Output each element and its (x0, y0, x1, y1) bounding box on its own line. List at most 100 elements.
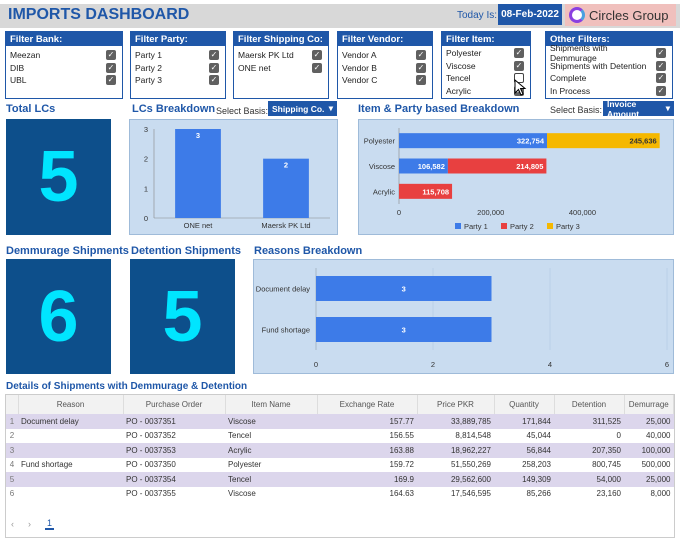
x-tick-label: 0 (314, 360, 318, 369)
checkbox-icon[interactable]: ✓ (656, 60, 666, 71)
checkbox-icon[interactable]: ✓ (656, 73, 666, 84)
filter-option[interactable]: Vendor A ✓ (338, 49, 432, 62)
filter-option[interactable]: UBL ✓ (6, 74, 122, 87)
x-tick-label: 0 (397, 208, 401, 217)
checkbox-icon[interactable]: ✓ (312, 50, 322, 61)
detention-cell: 207,350 (554, 443, 624, 458)
checkbox-icon[interactable]: ✓ (514, 60, 524, 71)
x-tick-label: ONE net (184, 221, 214, 230)
column-header[interactable]: Reason (18, 395, 124, 414)
lcs-breakdown-chart: 0 1 2 3 3 ONE net 2 Maersk PK Ltd (129, 119, 338, 235)
checkbox-icon[interactable]: ✓ (416, 50, 426, 61)
lcs-basis-value: Shipping Co. (272, 103, 325, 114)
filter-option[interactable]: Shipments with Demmurage ✓ (546, 43, 672, 63)
total-lcs-value: 5 (6, 119, 111, 235)
filter-option-label: Vendor C (342, 75, 378, 86)
filter-option-label: Party 1 (135, 50, 162, 61)
reason-cell (18, 472, 123, 487)
row-index: 1 (6, 414, 18, 429)
checkbox-icon[interactable]: ✓ (209, 62, 219, 73)
row-index: 5 (6, 472, 18, 487)
filter-option[interactable]: Party 1 ✓ (131, 49, 225, 62)
rate-cell: 164.63 (389, 489, 414, 499)
filter-option[interactable]: Meezan ✓ (6, 49, 122, 62)
next-page-icon[interactable]: › (28, 519, 31, 529)
qty-cell: 171,844 (494, 414, 554, 429)
column-header[interactable]: Price PKR (417, 395, 495, 414)
filter-option[interactable]: ONE net ✓ (234, 62, 328, 75)
bar-value-label: 214,805 (516, 162, 543, 171)
y-tick-label: Document delay (256, 285, 310, 294)
filter-party: Filter Party: Party 1 ✓ Party 2 ✓ Party 3 ✓ (130, 31, 226, 99)
filter-shipping-co: Filter Shipping Co: Maersk PK Ltd ✓ ONE n… (233, 31, 329, 99)
item-party-basis-label: Select Basis: (550, 105, 603, 115)
checkbox-icon[interactable]: ✓ (312, 62, 322, 73)
filter-option[interactable]: In Process ✓ (546, 85, 672, 98)
filter-option[interactable]: Party 3 ✓ (131, 74, 225, 87)
y-tick-label: 0 (144, 214, 148, 223)
demurrage-cell: 100,000 (624, 443, 674, 458)
legend-swatch (547, 223, 553, 229)
bar-document-delay (316, 276, 492, 301)
checkbox-icon[interactable]: ✓ (416, 62, 426, 73)
column-header[interactable]: Quantity (494, 395, 555, 414)
price-cell: 18,962,227 (417, 443, 494, 458)
checkbox-icon[interactable]: ✓ (106, 62, 116, 73)
price-cell: 51,550,269 (450, 460, 491, 470)
filter-option[interactable]: Complete ✓ (546, 72, 672, 85)
demurrage-cell: 25,000 (624, 414, 674, 429)
mouse-cursor-icon (514, 79, 527, 96)
lcs-basis-select[interactable]: Shipping Co. ▾ (268, 101, 337, 116)
bar-fund-shortage (316, 317, 492, 342)
checkbox-icon[interactable]: ✓ (656, 85, 666, 96)
item-party-svg: 0 200,000 400,000 Polyester 322,754 245,636 Vi… (364, 128, 660, 231)
prev-page-icon[interactable]: ‹ (11, 519, 14, 529)
total-lcs-title: Total LCs (6, 103, 56, 115)
y-tick-label: Fund shortage (262, 326, 310, 335)
legend-label: Party 3 (556, 222, 580, 231)
filter-option-label: Viscose (446, 60, 476, 71)
table-row[interactable]: 1 Document delay PO - 0037351 Viscose 157.77… (6, 414, 674, 429)
column-header[interactable]: Detention (554, 395, 625, 414)
demurrage-cell: 500,000 (641, 460, 671, 470)
item-party-basis-select[interactable]: Invoice Amount ▾ (603, 99, 674, 119)
filter-option[interactable]: Vendor C ✓ (338, 74, 432, 87)
column-header[interactable]: Item Name (225, 395, 318, 414)
table-row[interactable]: 5 PO - 0037354 Tencel 169.9 29,562,600 149,30… (6, 472, 674, 487)
filter-option-label: Polyester (446, 48, 482, 59)
column-header[interactable]: Purchase Order (123, 395, 226, 414)
filter-option[interactable]: Polyester ✓ (442, 47, 530, 60)
bar-one-net (175, 129, 221, 218)
current-page[interactable]: 1 (45, 518, 55, 530)
filter-option[interactable]: Party 2 ✓ (131, 62, 225, 75)
checkbox-icon[interactable]: ✓ (209, 75, 219, 86)
filter-option[interactable]: DIB ✓ (6, 62, 122, 75)
rate-cell: 163.88 (317, 443, 417, 458)
filter-option[interactable]: Viscose ✓ (442, 60, 530, 73)
lcs-breakdown-title: LCs Breakdown (132, 103, 216, 115)
filter-item-title: Filter Item: (442, 32, 530, 46)
current-date: 08-Feb-2022 (498, 4, 562, 25)
table-row[interactable]: 6 PO - 0037355 Viscose 164.63 17,546,595 85,2… (6, 487, 674, 502)
column-header[interactable]: Demurrage (624, 395, 674, 414)
checkbox-icon[interactable]: ✓ (106, 75, 116, 86)
table-row[interactable]: 2 PO - 0037352 Tencel 156.55 8,814,548 45,044… (6, 429, 674, 444)
filter-vendor-title: Filter Vendor: (338, 32, 432, 46)
filter-option-label: Party 3 (135, 75, 162, 86)
table-row[interactable]: 4 Fund shortage PO - 0037350 Polyester 159.7… (6, 458, 674, 473)
filter-option[interactable]: Maersk PK Ltd ✓ (234, 49, 328, 62)
filter-option[interactable]: Shipments with Detention ✓ (546, 60, 672, 73)
checkbox-icon[interactable]: ✓ (416, 75, 426, 86)
bar-value-label: 3 (402, 326, 406, 335)
filter-option-label: Acrylic (446, 85, 472, 96)
checkbox-icon[interactable]: ✓ (106, 50, 116, 61)
filter-option[interactable]: Vendor B ✓ (338, 62, 432, 75)
table-row[interactable]: 3 PO - 0037353 Acrylic 163.88 18,962,227 56,8… (6, 443, 674, 458)
filter-vendor: Filter Vendor: Vendor A ✓ Vendor B ✓ Vendo… (337, 31, 433, 99)
checkbox-icon[interactable]: ✓ (209, 50, 219, 61)
reason-cell (18, 487, 123, 502)
reason-cell (18, 429, 123, 444)
checkbox-icon[interactable]: ✓ (656, 48, 666, 59)
checkbox-icon[interactable]: ✓ (514, 48, 524, 59)
column-header[interactable]: Exchange Rate (317, 395, 418, 414)
